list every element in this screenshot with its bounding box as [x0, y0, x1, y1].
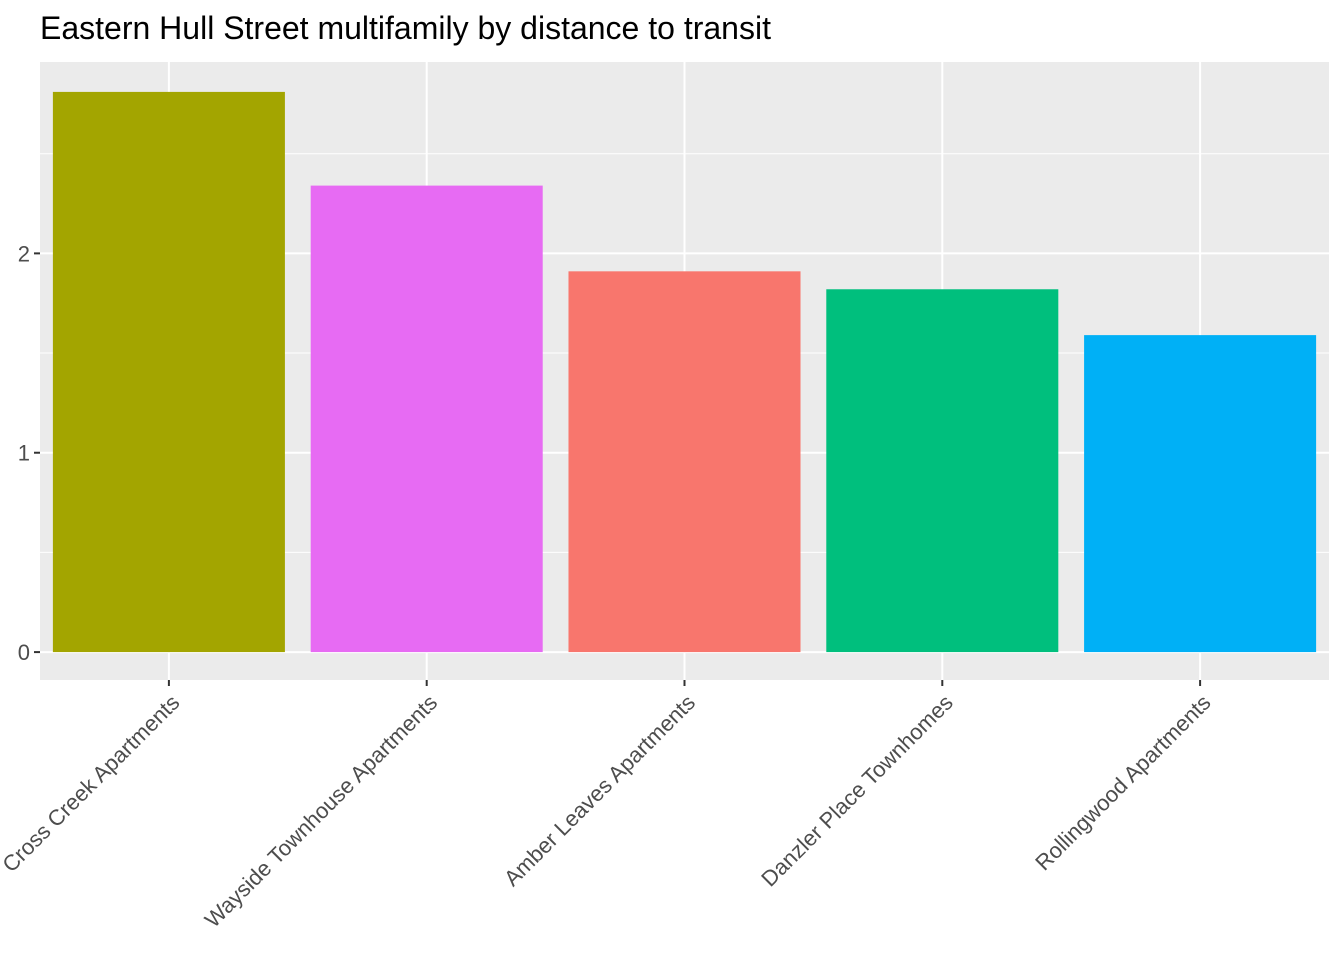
x-tick-label: Cross Creek Apartments	[0, 690, 184, 877]
bars	[52, 91, 1317, 653]
y-tick-label: 2	[18, 241, 30, 266]
x-tick-label: Rollingwood Apartments	[1030, 690, 1215, 875]
bar	[310, 185, 543, 653]
bar	[52, 91, 285, 653]
x-tick-label: Amber Leaves Apartments	[499, 690, 700, 891]
x-tick-label: Danzler Place Townhomes	[756, 690, 958, 892]
bar	[568, 271, 801, 653]
y-tick-label: 1	[18, 441, 30, 466]
x-tick-label: Wayside Townhouse Apartments	[200, 690, 443, 933]
y-tick-label: 0	[18, 640, 30, 665]
chart-title: Eastern Hull Street multifamily by dista…	[40, 10, 771, 46]
bar	[1084, 335, 1317, 653]
bar	[826, 289, 1059, 653]
